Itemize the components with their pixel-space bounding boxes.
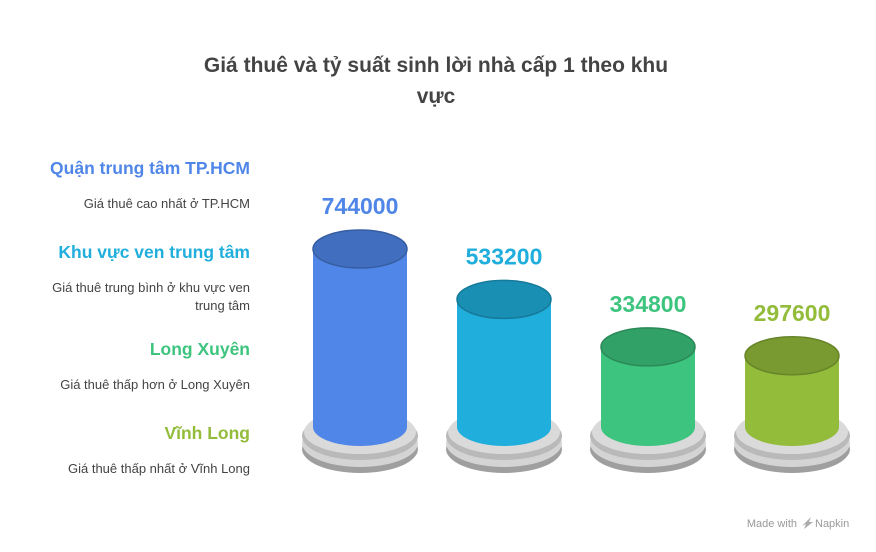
bar-body (745, 355, 839, 446)
bar-value-label: 297600 (754, 300, 831, 326)
bar-top (601, 327, 695, 366)
legend-item: Khu vực ven trung tâm Giá thuê trung bình… (52, 242, 250, 313)
bar: 334800 (590, 291, 706, 473)
footer-made-with: Made with (747, 518, 797, 530)
bar-top-rim (456, 279, 552, 320)
legend-description: trung tâm (195, 298, 250, 313)
bar-top-rim (600, 327, 696, 367)
legend: Quận trung tâm TP.HCM Giá thuê cao nhất ở… (50, 158, 250, 476)
bar-body (601, 346, 695, 446)
bar: 744000 (302, 193, 418, 473)
bars: 744000 533200 334800 297600 (302, 193, 850, 473)
legend-title: Vĩnh Long (164, 423, 250, 443)
bar-top (745, 336, 839, 375)
legend-title: Khu vực ven trung tâm (58, 242, 250, 262)
bar-value-label: 334800 (610, 291, 687, 317)
legend-item: Vĩnh Long Giá thuê thấp nhất ở Vĩnh Long (68, 423, 250, 476)
bar-body (457, 299, 551, 446)
bar-top-rim (744, 336, 840, 376)
legend-item: Long Xuyên Giá thuê thấp hơn ở Long Xuyên (60, 339, 250, 392)
legend-item: Quận trung tâm TP.HCM Giá thuê cao nhất ở… (50, 158, 250, 211)
napkin-logo-icon (802, 517, 813, 529)
bar-top (457, 280, 551, 319)
legend-description: Giá thuê trung bình ở khu vực ven (52, 280, 250, 295)
legend-description: Giá thuê thấp hơn ở Long Xuyên (60, 377, 250, 392)
legend-title: Long Xuyên (150, 339, 250, 359)
bar-top-rim (312, 229, 408, 269)
legend-title: Quận trung tâm TP.HCM (50, 158, 250, 178)
bar: 297600 (734, 300, 850, 473)
legend-description: Giá thuê thấp nhất ở Vĩnh Long (68, 461, 250, 476)
chart-title-line-2: vực (417, 85, 456, 108)
bar-top (313, 230, 407, 268)
bar: 533200 (446, 243, 562, 473)
footer: Made with Napkin (747, 517, 849, 530)
bar-body (313, 249, 407, 446)
bar-value-label: 744000 (322, 193, 399, 219)
bar-value-label: 533200 (466, 243, 543, 269)
footer-brand: Napkin (815, 518, 849, 530)
legend-description: Giá thuê cao nhất ở TP.HCM (84, 196, 250, 211)
chart-title: Giá thuê và tỷ suất sinh lời nhà cấp 1 t… (204, 54, 668, 108)
chart-title-line-1: Giá thuê và tỷ suất sinh lời nhà cấp 1 t… (204, 54, 668, 77)
